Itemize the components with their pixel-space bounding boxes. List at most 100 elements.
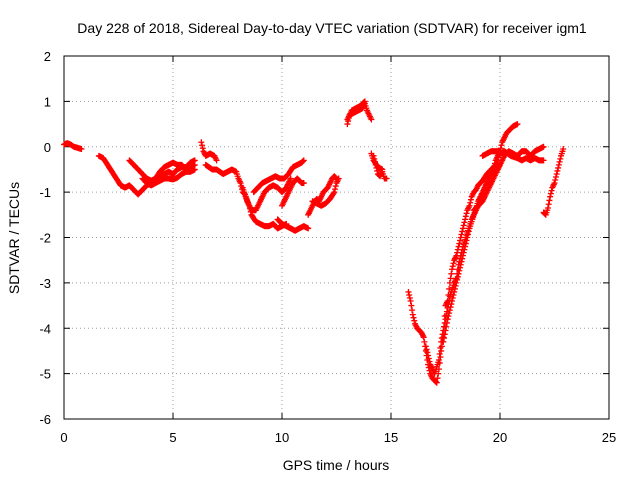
data-point	[547, 190, 554, 197]
data-point	[422, 343, 429, 350]
tick-labels: 0 5 10 15 20 25 -6 -5 -4 -3 -2 -1 0 1 2	[39, 49, 616, 445]
y-tick-label: -2	[39, 231, 51, 246]
data-point	[444, 316, 451, 323]
data-point	[547, 193, 554, 200]
y-tick-label: -5	[39, 367, 51, 382]
grid	[64, 56, 609, 419]
data-point	[446, 297, 453, 304]
data-point	[449, 295, 456, 301]
data-point	[555, 164, 562, 171]
x-tick-label: 5	[169, 430, 176, 445]
data-point	[551, 180, 558, 187]
data-point	[332, 183, 339, 190]
data-point	[557, 155, 564, 162]
data-point	[447, 304, 454, 311]
data-point	[287, 175, 294, 182]
data-point	[560, 146, 567, 153]
data-point	[540, 143, 547, 150]
data-point	[448, 301, 455, 308]
data-point	[433, 378, 440, 385]
data-point	[548, 187, 555, 194]
data-point	[449, 266, 456, 273]
data-point	[445, 313, 452, 320]
data-point	[462, 216, 469, 223]
data-point	[305, 225, 312, 232]
data-point	[458, 231, 465, 238]
data-points	[61, 98, 567, 386]
data-point	[411, 317, 418, 324]
data-point	[335, 175, 342, 182]
data-point	[426, 358, 433, 365]
data-point	[458, 258, 465, 265]
data-point	[450, 260, 457, 267]
data-point	[434, 375, 441, 382]
data-point	[199, 145, 206, 152]
data-point	[552, 174, 559, 180]
x-axis-label: GPS time / hours	[283, 457, 390, 473]
data-point	[437, 353, 444, 360]
data-point	[459, 228, 466, 235]
data-point	[459, 252, 466, 259]
data-point	[456, 240, 463, 247]
data-point	[424, 349, 431, 356]
data-point	[456, 267, 463, 274]
data-point	[446, 307, 453, 314]
data-point	[453, 279, 460, 286]
data-point	[425, 355, 432, 362]
data-point	[466, 202, 473, 209]
y-tick-label: 1	[44, 94, 51, 109]
data-point	[491, 160, 498, 167]
data-point	[555, 161, 562, 168]
data-point	[379, 166, 386, 173]
data-point	[437, 344, 444, 351]
y-tick-label: -4	[39, 321, 51, 336]
data-point	[553, 170, 560, 177]
data-point	[463, 210, 470, 217]
data-point	[405, 288, 412, 295]
data-point	[544, 205, 551, 212]
data-point	[446, 285, 453, 292]
data-point	[433, 379, 440, 386]
data-point	[330, 190, 337, 197]
plot-frame	[63, 55, 610, 420]
data-point	[464, 234, 471, 241]
data-point	[446, 310, 453, 317]
data-point	[448, 270, 455, 277]
data-point	[406, 295, 413, 301]
data-point	[407, 298, 414, 305]
data-point	[368, 116, 375, 123]
data-point	[454, 273, 461, 280]
data-point	[498, 142, 505, 149]
data-point	[467, 199, 474, 206]
data-point	[442, 327, 449, 334]
y-tick-label: 2	[44, 49, 51, 64]
data-point	[540, 157, 547, 164]
data-point	[554, 167, 561, 174]
data-point	[443, 319, 450, 326]
data-point	[545, 201, 552, 208]
chart-title: Day 228 of 2018, Sidereal Day-to-day VTE…	[77, 20, 587, 36]
data-point	[421, 338, 428, 345]
data-point	[546, 197, 553, 204]
data-point	[438, 347, 445, 354]
data-point	[461, 246, 468, 253]
data-point	[459, 225, 466, 232]
data-point	[198, 139, 205, 146]
data-point	[449, 263, 456, 270]
y-axis-label: SDTVAR / TECUs	[6, 182, 22, 294]
data-point	[465, 228, 472, 235]
data-point	[420, 334, 427, 341]
data-point	[457, 237, 464, 244]
data-point	[331, 189, 338, 196]
data-point	[451, 285, 458, 292]
data-point	[462, 243, 469, 250]
x-tick-label: 10	[275, 430, 289, 445]
data-point	[361, 98, 368, 105]
data-point	[449, 298, 456, 305]
data-point	[440, 338, 447, 345]
y-tick-label: -1	[39, 185, 51, 200]
data-point	[452, 282, 459, 289]
data-point	[410, 314, 417, 321]
data-point	[191, 166, 198, 173]
